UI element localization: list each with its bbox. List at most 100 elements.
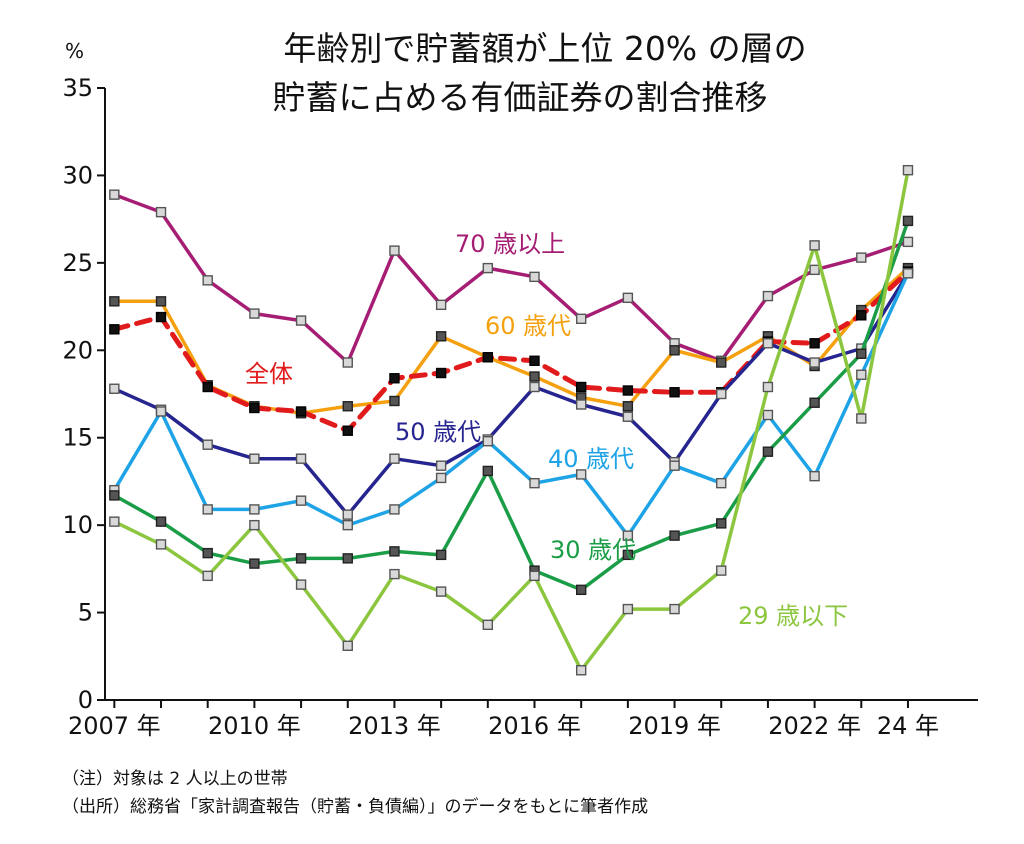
data-point — [575, 313, 587, 325]
series-line — [113, 169, 910, 673]
data-point — [155, 406, 167, 417]
series-label: 40 歳代 — [548, 445, 634, 473]
data-point — [155, 296, 167, 307]
series-label: 70 歳以上 — [455, 230, 565, 258]
x-tick-label: 24 年 — [877, 712, 939, 740]
footnote-source: （出所）総務省「家計調査報告（貯蓄・負債編）」のデータをもとに筆者作成 — [62, 797, 649, 817]
data-point — [622, 401, 634, 412]
data-point — [902, 268, 914, 279]
data-point — [389, 504, 400, 515]
data-point — [529, 271, 540, 283]
y-tick-label: 25 — [62, 249, 93, 277]
y-tick-label: 5 — [78, 599, 93, 627]
data-point — [762, 290, 774, 302]
data-point — [389, 568, 400, 580]
data-point — [902, 215, 914, 227]
series-label: 30 歳代 — [550, 536, 636, 564]
data-point — [435, 460, 447, 471]
data-point — [109, 324, 120, 335]
data-point — [202, 275, 213, 286]
data-point — [435, 549, 447, 561]
x-tick-label: 2022 年 — [768, 712, 861, 740]
data-point — [856, 310, 867, 321]
data-point — [809, 264, 820, 276]
data-point — [575, 399, 587, 410]
data-point — [669, 603, 680, 615]
data-point — [529, 477, 540, 489]
data-point — [716, 565, 727, 576]
data-point — [716, 477, 727, 489]
data-point — [809, 240, 820, 251]
data-point — [155, 311, 167, 323]
data-point — [295, 495, 307, 506]
data-point — [342, 640, 353, 651]
data-point — [202, 504, 213, 515]
data-point — [342, 425, 353, 436]
data-point — [295, 315, 307, 326]
x-tick-label: 2010 年 — [208, 712, 301, 740]
data-point — [762, 446, 774, 457]
data-point — [762, 409, 774, 421]
data-point — [575, 469, 587, 480]
series-6 — [109, 164, 914, 676]
data-point — [435, 331, 447, 342]
y-tick-label: 10 — [62, 511, 93, 539]
data-point — [109, 490, 120, 501]
data-point — [856, 413, 867, 424]
data-point — [389, 373, 400, 384]
data-point — [109, 296, 120, 307]
y-tick-label: 15 — [62, 424, 93, 452]
data-point — [202, 570, 213, 582]
data-point — [575, 665, 587, 676]
series-5 — [109, 215, 914, 596]
data-point — [482, 436, 494, 447]
chart-title-line-1: 年齢別で貯蓄額が上位 20% の層の — [283, 29, 806, 68]
series-label: 60 歳代 — [485, 312, 571, 340]
axes: 0 5 10 15 20 25 30 35 2007 年 2010 年 2013 年 2016 年 20… — [62, 74, 978, 740]
data-point — [295, 453, 307, 464]
series-line — [113, 193, 909, 365]
data-point — [295, 553, 307, 564]
data-point — [202, 547, 213, 559]
y-axis-unit: % — [65, 39, 84, 63]
data-point — [809, 397, 820, 408]
data-point — [202, 381, 213, 393]
series-label: 50 歳代 — [395, 418, 481, 446]
data-point — [762, 381, 774, 393]
x-tick-label: 2019 年 — [628, 712, 721, 740]
data-point — [342, 401, 353, 412]
data-point — [856, 369, 867, 380]
series-label: 29 歳以下 — [738, 602, 848, 630]
data-point — [622, 292, 634, 304]
data-point — [249, 402, 260, 414]
data-point — [295, 579, 307, 590]
data-point — [529, 371, 540, 382]
data-point — [435, 586, 447, 597]
data-point — [389, 453, 400, 464]
data-point — [109, 516, 120, 527]
x-tick-label: 2007 年 — [68, 712, 161, 740]
data-point — [529, 355, 540, 366]
data-point — [249, 558, 260, 569]
data-point — [249, 519, 260, 531]
footnote-note: （注）対象は 2 人以上の世帯 — [62, 769, 288, 789]
data-point — [249, 504, 260, 515]
data-point — [856, 252, 867, 263]
y-tick-label: 35 — [62, 74, 93, 102]
data-point — [435, 299, 447, 311]
data-point — [669, 345, 680, 356]
series-label: 全体 — [245, 360, 293, 388]
x-tick-label: 2016 年 — [488, 712, 581, 740]
data-point — [389, 245, 400, 256]
data-point — [435, 472, 447, 484]
y-tick-label: 30 — [62, 161, 93, 189]
data-point — [669, 460, 680, 471]
data-point — [902, 164, 914, 176]
data-point — [389, 546, 400, 557]
data-point — [856, 348, 867, 359]
series-line — [112, 272, 910, 538]
x-tick-label: 2013 年 — [348, 712, 441, 740]
data-point — [575, 584, 587, 596]
data-point — [575, 381, 587, 393]
